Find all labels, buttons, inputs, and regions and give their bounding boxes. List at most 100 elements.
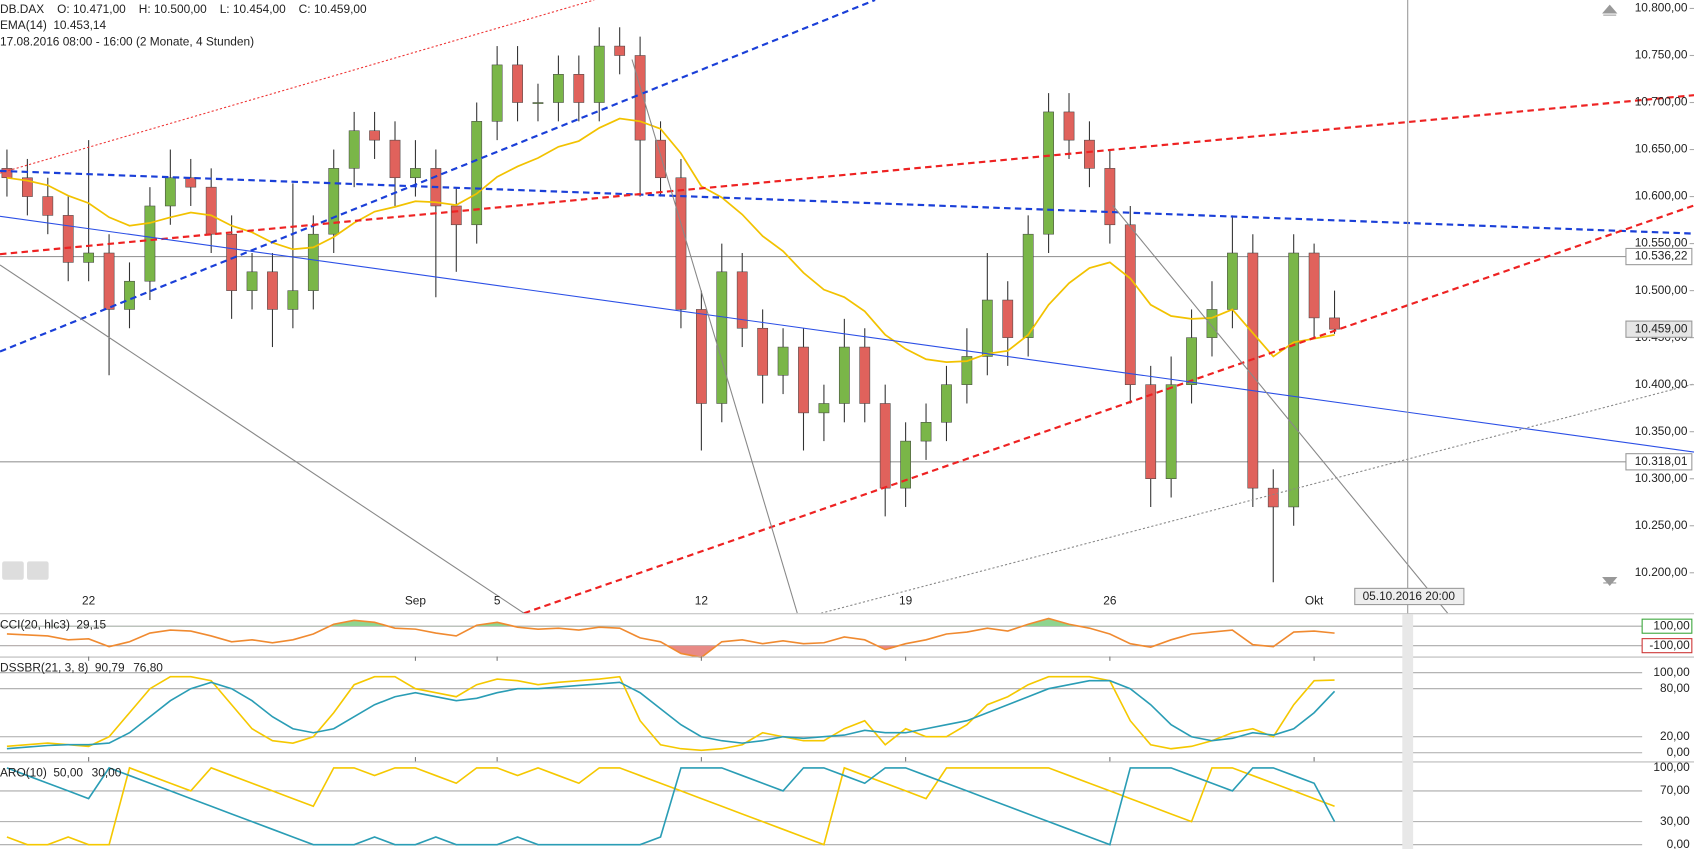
y-tick-label: 10.550,00 xyxy=(1635,236,1688,250)
candle-body xyxy=(287,290,299,310)
crosshair-tag: 05.10.2016 20:00 xyxy=(1354,587,1465,606)
indicator-line xyxy=(6,617,1335,659)
candle-body xyxy=(1145,384,1157,480)
y-tick-label: 20,00 xyxy=(1660,729,1690,743)
price-tag-box xyxy=(1625,247,1693,266)
candle-body xyxy=(83,252,95,263)
y-tick-label: 100,00 xyxy=(1653,665,1690,679)
candle-body xyxy=(634,55,646,141)
indicator-line xyxy=(6,679,1336,750)
y-tick-label: 0,00 xyxy=(1667,837,1690,849)
trend-line xyxy=(0,264,525,614)
indicator-readout: 29,15 xyxy=(76,617,106,631)
trend-line xyxy=(0,169,1694,235)
candle-body xyxy=(1104,168,1116,226)
candle-body xyxy=(900,440,911,489)
indicator-line xyxy=(6,766,1336,846)
candle-body xyxy=(1247,252,1259,489)
candle-body xyxy=(348,130,360,169)
indicator-readout: 30,00 xyxy=(92,765,122,779)
candle-body xyxy=(185,177,197,188)
zoom-button[interactable] xyxy=(2,561,24,580)
indicator-line xyxy=(6,675,1335,752)
candle-body xyxy=(205,186,217,235)
y-tick-label: 10.250,00 xyxy=(1635,518,1688,532)
candle-body xyxy=(532,102,544,104)
price-tag-label: 10.318,01 xyxy=(1635,454,1688,468)
ema-line xyxy=(6,117,1335,363)
symbol: DB.DAX xyxy=(0,2,44,16)
candle-body xyxy=(553,74,564,103)
candle-body xyxy=(593,45,605,103)
candle-body xyxy=(42,196,54,216)
candle-body xyxy=(961,356,973,385)
candle-body xyxy=(1165,384,1177,480)
axis-layer: 10.200,00 10.250,00 10.300,00 10.350,00 10.4… xyxy=(82,1,1694,851)
crosshair-label: 05.10.2016 20:00 xyxy=(1363,589,1456,603)
candle-body xyxy=(246,271,258,291)
trend-line xyxy=(0,0,876,353)
indicator-readout: 50,00 xyxy=(53,765,83,779)
candle-body xyxy=(1227,252,1238,310)
price-tag-box xyxy=(1625,320,1693,338)
indicator-title: ARO(10) xyxy=(0,765,47,779)
y-tick-label: 10.800,00 xyxy=(1635,1,1688,15)
x-tick-label: 19 xyxy=(899,593,913,607)
y-tick-label: 10.700,00 xyxy=(1635,95,1688,109)
candle-body xyxy=(1288,252,1300,508)
indicator-layer xyxy=(6,617,1336,846)
candle-body xyxy=(1063,111,1075,141)
indicator-readout: 76,80 xyxy=(133,661,163,675)
scale-up-icon[interactable] xyxy=(1602,4,1618,16)
ohlc-readout: H: 10.500,00 xyxy=(139,2,207,16)
candle-body xyxy=(655,139,666,179)
crosshair-band xyxy=(1402,614,1414,849)
trend-line xyxy=(0,0,595,174)
candle-body xyxy=(307,233,319,291)
toolbar[interactable] xyxy=(2,4,1618,586)
indicator-line xyxy=(6,766,1335,846)
candle-body xyxy=(491,64,503,122)
scroll-button[interactable] xyxy=(27,561,49,580)
ohlc-readout: O: 10.471,00 xyxy=(57,2,126,16)
y-tick-label: 10.650,00 xyxy=(1635,142,1688,156)
candle-body xyxy=(410,168,421,179)
candle-body xyxy=(981,299,993,357)
price-tag-label: 10.459,00 xyxy=(1635,321,1688,335)
candle-body xyxy=(164,177,176,207)
candle-body xyxy=(736,271,748,329)
x-tick-label: 12 xyxy=(695,593,708,607)
y-tick-label: 10.500,00 xyxy=(1635,283,1688,297)
candle-body xyxy=(1,168,13,179)
candle-body xyxy=(1043,111,1054,235)
trend-lines xyxy=(0,0,1694,614)
ohlc-readout: C: 10.459,00 xyxy=(299,2,367,16)
y-tick-tag xyxy=(1641,638,1693,654)
candle-body xyxy=(675,177,687,310)
candle-body xyxy=(62,215,74,263)
candles-layer xyxy=(1,27,1340,583)
candle-body xyxy=(1002,299,1014,338)
scale-down-icon[interactable] xyxy=(1602,576,1618,586)
candle-body xyxy=(859,346,871,404)
candle-body xyxy=(1124,224,1136,385)
candle-body xyxy=(1022,233,1034,338)
y-tick-label: 30,00 xyxy=(1660,814,1690,828)
y-tick-label: 10.600,00 xyxy=(1635,189,1688,203)
trend-line xyxy=(1112,205,1449,614)
candle-body xyxy=(512,64,523,103)
ohlc-readout: L: 10.454,00 xyxy=(220,2,286,16)
candle-body xyxy=(471,121,483,226)
candle-body xyxy=(21,177,33,197)
candle-body xyxy=(941,384,952,423)
x-tick-label: Okt xyxy=(1305,593,1324,607)
y-tick-label: 0,00 xyxy=(1667,745,1690,759)
candle-body xyxy=(1308,252,1320,319)
candle-body xyxy=(838,346,850,404)
ema-readout: 10.453,14 xyxy=(53,18,106,32)
candle-body xyxy=(920,422,932,442)
trend-line xyxy=(820,383,1694,614)
y-tick-label: 10.350,00 xyxy=(1635,424,1688,438)
candle-body xyxy=(1084,139,1095,169)
indicator-title: CCI(20, hlc3) xyxy=(0,617,70,631)
